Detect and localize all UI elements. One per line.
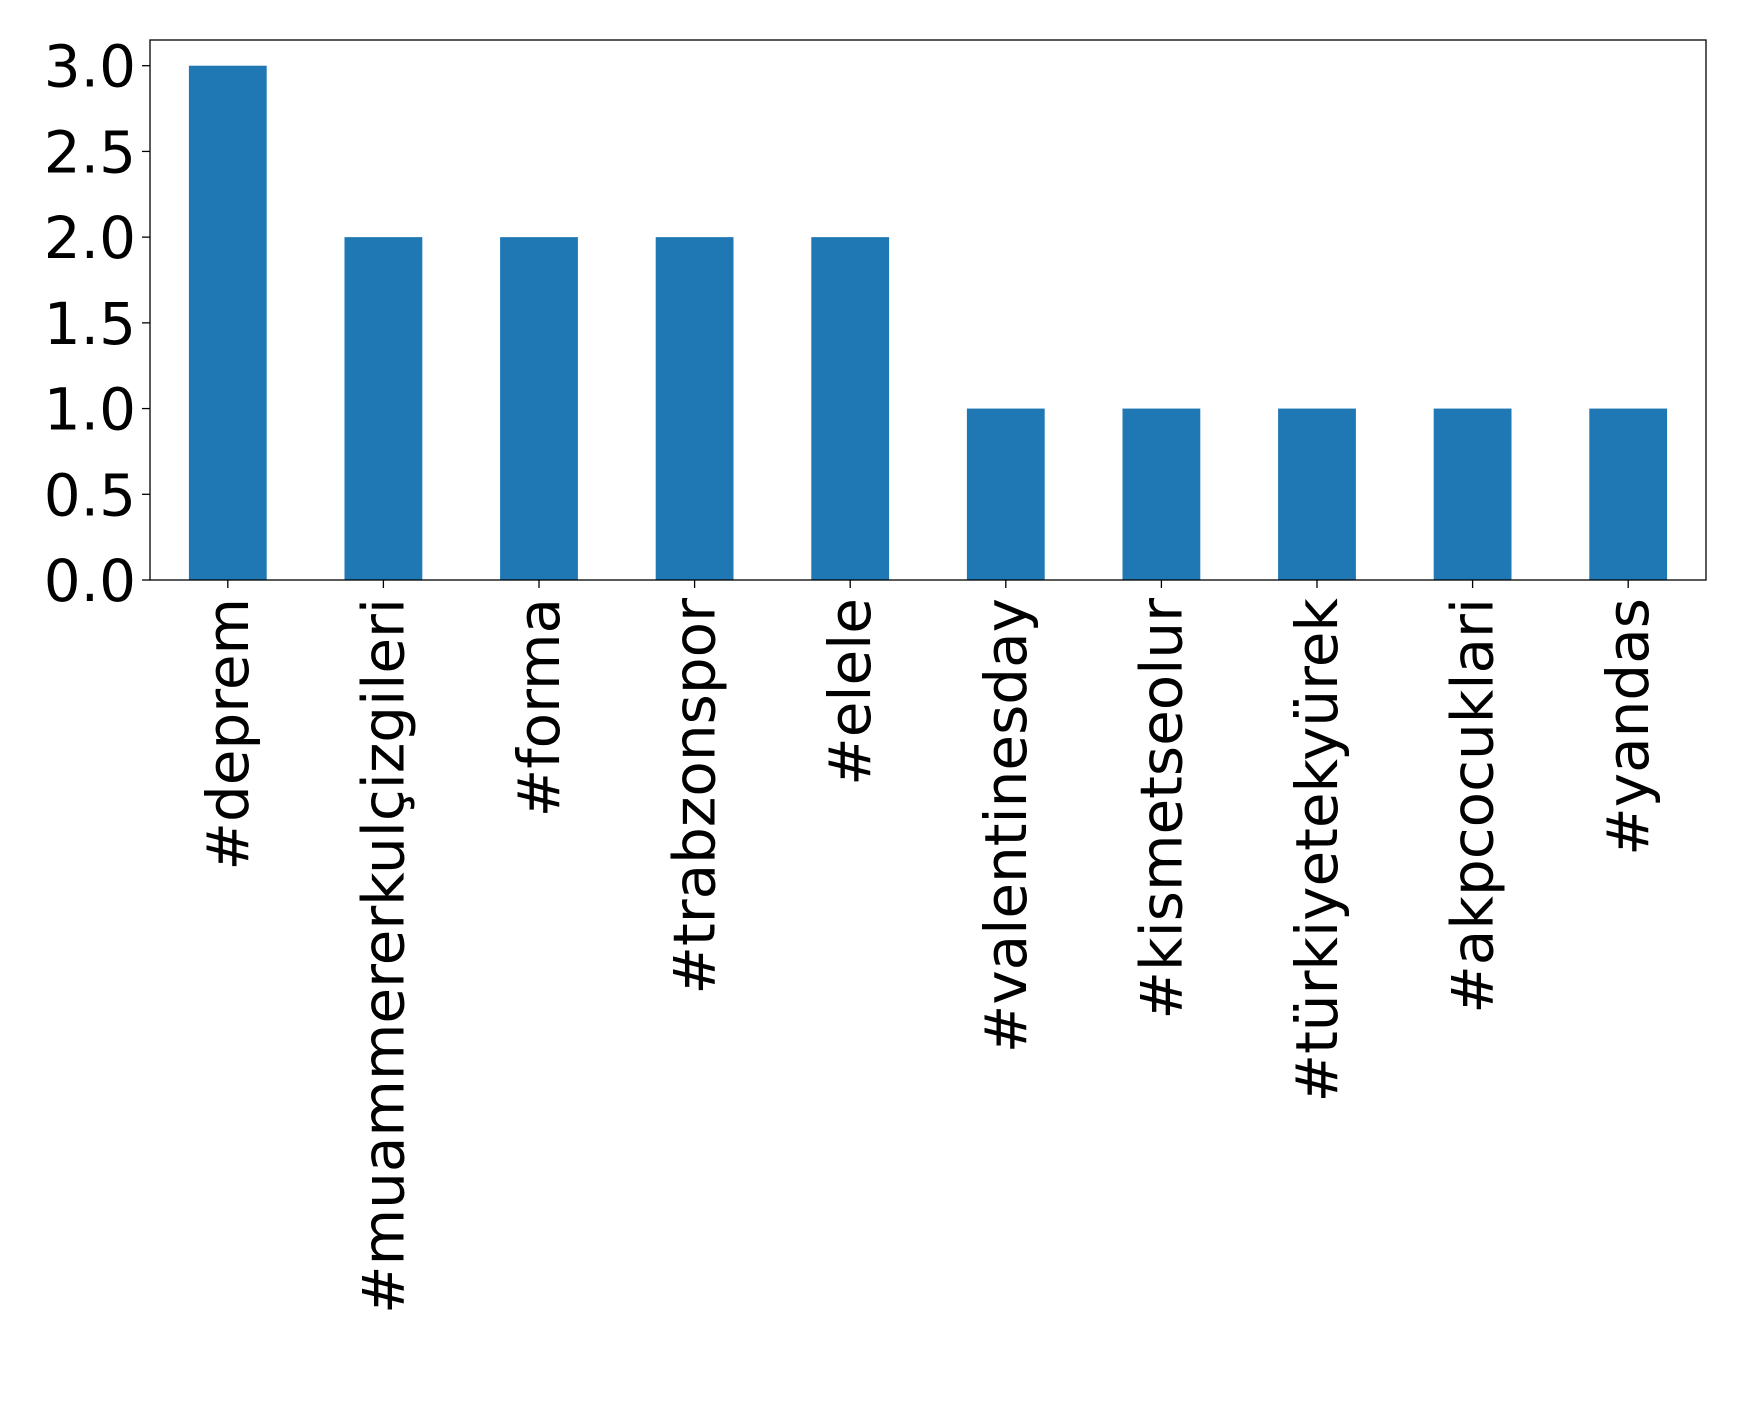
bar-3 — [500, 237, 578, 580]
bars-layer — [188, 65, 1668, 580]
y-axis: 0.0 0.5 1.0 1.5 2.0 2.5 3.0 — [44, 33, 150, 615]
bar-1 — [188, 65, 267, 580]
plot-frame — [149, 39, 1707, 581]
x-tick-label: #valentinesday — [972, 598, 1040, 1053]
bar-9 — [1433, 408, 1512, 580]
bar-10 — [1589, 408, 1668, 580]
bar-6 — [966, 408, 1045, 580]
x-axis: #deprem #muammererkulçizgileri #forma #trab… — [194, 580, 1662, 1314]
x-tick-label: #trabzonspor — [661, 598, 729, 995]
x-tick-label: #akpcocuklari — [1439, 598, 1507, 1014]
x-tick-label: #deprem — [194, 598, 262, 871]
y-tick-label: 3.0 — [44, 33, 136, 101]
y-tick-label: 2.5 — [44, 118, 136, 186]
x-tick-label: #forma — [505, 598, 573, 817]
x-tick-label: #türkiyetekyürek — [1283, 598, 1351, 1103]
x-tick-label: #yandas — [1594, 598, 1662, 856]
y-tick-label: 0.5 — [44, 461, 136, 529]
y-tick-label: 1.0 — [44, 376, 136, 444]
bar-7 — [1122, 408, 1201, 580]
bar-4 — [655, 237, 734, 580]
y-tick-label: 2.0 — [44, 204, 136, 272]
bar-2 — [344, 237, 423, 580]
x-tick-label: #muammererkulçizgileri — [349, 598, 417, 1314]
y-tick-label: 1.5 — [44, 290, 136, 358]
x-tick-label: #elele — [816, 598, 884, 786]
bar-5 — [811, 237, 890, 580]
bar-8 — [1278, 408, 1356, 580]
y-tick-label: 0.0 — [44, 547, 136, 615]
x-tick-label: #kismetseolur — [1127, 598, 1195, 1020]
